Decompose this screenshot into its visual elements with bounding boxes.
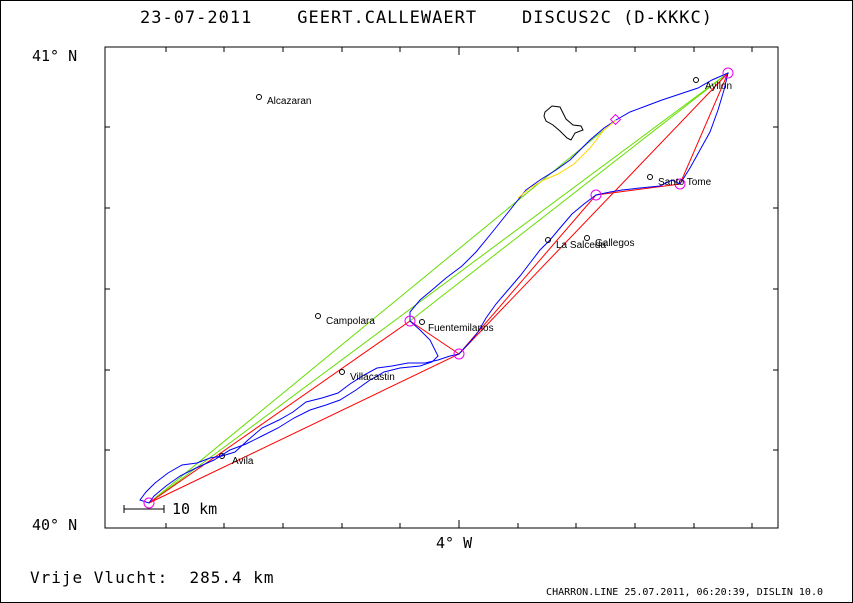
turnpoint-4 [590, 189, 602, 201]
lat-label-bottom: 40° N [32, 516, 78, 534]
scale-bar [123, 505, 165, 513]
town-label-gallegos: Gallegos [595, 238, 634, 249]
region-outline [543, 105, 584, 141]
flight-header: 23-07-2011 GEERT.CALLEWAERT DISCUS2C (D-… [0, 8, 853, 28]
axis-ticks [105, 47, 778, 529]
pilot-name: GEERT.CALLEWAERT [297, 8, 478, 28]
red-task-polygon [148, 72, 729, 504]
flight-track [139, 72, 729, 504]
town-label-santo-tome: Santo Tome [658, 177, 712, 188]
town-label-la-salceda: La Salceda [556, 240, 606, 251]
town-label-fuentemilanos: Fuentemilanos [428, 323, 494, 334]
town-marker-fuentemilanos [419, 319, 425, 325]
town-marker-alcazaran [256, 94, 262, 100]
final-glide-track [517, 119, 617, 199]
green-leg-2 [148, 119, 617, 504]
finish-marker [609, 113, 622, 126]
town-label-alcazaran: Alcazaran [267, 96, 311, 107]
town-marker-santo-tome [647, 174, 653, 180]
lat-label-top: 41° N [32, 47, 78, 65]
town-marker-villacastin [339, 369, 345, 375]
plot-area [104, 46, 779, 529]
town-label-villacastin: Villacastin [350, 372, 395, 383]
town-marker-campolara [315, 313, 321, 319]
distance-value: 285.4 km [189, 568, 275, 587]
distance-footer: Vrije Vlucht: 285.4 km [30, 568, 275, 587]
lon-label-center: 4° W [436, 534, 473, 552]
town-label-ayllon: Ayllon [705, 81, 732, 92]
turnpoint-6 [722, 67, 734, 79]
start-turnpoint [143, 497, 155, 509]
distance-label: Vrije Vlucht: [30, 568, 169, 587]
town-marker-ayllon [693, 77, 699, 83]
town-marker-gallegos [584, 235, 590, 241]
turnpoints [143, 67, 734, 509]
town-marker-la-salceda [545, 237, 551, 243]
green-leg-3 [409, 72, 729, 322]
glider-name: DISCUS2C (D-KKKC) [522, 8, 714, 28]
turnpoint-3 [453, 348, 465, 360]
turnpoint-5 [674, 178, 686, 190]
green-leg-1 [148, 72, 729, 504]
flight-date: 23-07-2011 [139, 8, 253, 28]
town-marker-avila [219, 453, 225, 459]
town-label-avila: Avila [232, 456, 254, 467]
task-lines [148, 72, 729, 504]
town-markers: Alcazaran Ayllon Santo Tome La SalcedaGalle… [219, 77, 732, 467]
town-label-campolara: Campolara [326, 316, 375, 327]
scale-label: 10 km [172, 500, 218, 518]
turnpoint-2 [404, 315, 416, 327]
credit-line: CHARRON.LINE 25.07.2011, 06:20:39, DISLI… [546, 587, 823, 598]
